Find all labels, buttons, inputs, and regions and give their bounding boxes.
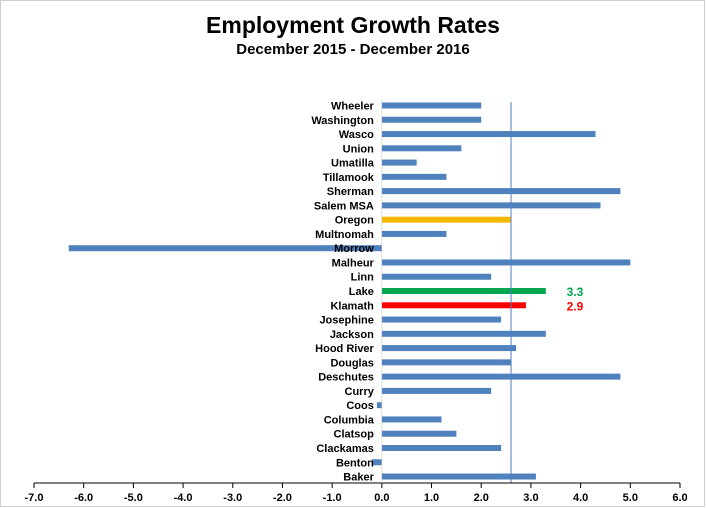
category-label-curry: Curry (345, 386, 375, 398)
x-tick-label: 2.0 (474, 492, 489, 504)
bar-salem-msa (381, 202, 601, 209)
category-label-malheur: Malheur (332, 257, 375, 269)
bar-malheur (381, 259, 631, 266)
category-label-tillamook: Tillamook (323, 172, 375, 184)
x-tick-label: 5.0 (623, 492, 638, 504)
bar-baker (381, 473, 536, 480)
x-tick-label: -7.0 (25, 492, 44, 504)
category-label-klamath: Klamath (330, 300, 374, 312)
category-label-sherman: Sherman (327, 186, 374, 198)
category-label-union: Union (343, 143, 374, 155)
category-label-baker: Baker (343, 472, 374, 484)
category-label-washington: Washington (311, 115, 374, 127)
category-label-morrow: Morrow (334, 243, 374, 255)
bar-benton (371, 459, 382, 466)
x-tick-label: -5.0 (124, 492, 143, 504)
category-label-lake: Lake (349, 286, 374, 298)
bar-sherman (381, 188, 621, 195)
x-tick-label: 0.0 (374, 492, 389, 504)
x-tick-label: -3.0 (223, 492, 242, 504)
category-label-benton: Benton (336, 457, 374, 469)
bar-klamath (381, 302, 526, 309)
bar-clatsop (381, 430, 457, 437)
bar-oregon (381, 216, 512, 223)
x-tick-label: -6.0 (74, 492, 93, 504)
x-tick-label: 4.0 (573, 492, 588, 504)
category-label-clackamas: Clackamas (316, 443, 374, 455)
category-label-coos: Coos (346, 400, 374, 412)
category-label-deschutes: Deschutes (318, 372, 374, 384)
category-label-linn: Linn (351, 272, 374, 284)
bar-tillamook (381, 173, 447, 180)
category-label-hood-river: Hood River (315, 343, 374, 355)
bar-wheeler (381, 102, 482, 109)
bar-deschutes (381, 373, 621, 380)
bar-multnomah (381, 230, 447, 237)
category-label-wheeler: Wheeler (331, 101, 375, 113)
bar-jackson (381, 330, 546, 337)
bar-josephine (381, 316, 502, 323)
bar-wasco (381, 131, 596, 138)
data-label-klamath: 2.9 (567, 299, 584, 313)
x-tick-label: -1.0 (323, 492, 342, 504)
category-label-salem-msa: Salem MSA (314, 200, 374, 212)
x-tick-label: 3.0 (523, 492, 538, 504)
category-label-multnomah: Multnomah (315, 229, 374, 241)
category-label-umatilla: Umatilla (331, 158, 375, 170)
bar-union (381, 145, 462, 152)
category-label-wasco: Wasco (339, 129, 374, 141)
x-tick-label: -2.0 (273, 492, 292, 504)
data-label-lake: 3.3 (567, 285, 584, 299)
bar-clackamas (381, 444, 502, 451)
bar-hood-river (381, 345, 517, 352)
x-tick-label: 1.0 (424, 492, 439, 504)
bar-umatilla (381, 159, 417, 166)
x-tick-label: 6.0 (672, 492, 687, 504)
category-label-oregon: Oregon (335, 215, 374, 227)
chart-subtitle: December 2015 - December 2016 (236, 41, 470, 58)
bar-curry (381, 387, 492, 394)
bar-coos (376, 402, 382, 409)
category-label-josephine: Josephine (319, 315, 373, 327)
bar-columbia (381, 416, 442, 423)
bar-morrow (68, 245, 382, 252)
bar-linn (381, 273, 492, 280)
chart-title: Employment Growth Rates (206, 12, 500, 38)
x-tick-label: -4.0 (174, 492, 193, 504)
bar-washington (381, 116, 482, 123)
bar-lake (381, 288, 546, 295)
category-label-clatsop: Clatsop (334, 429, 375, 441)
bar-douglas (381, 359, 512, 366)
category-label-douglas: Douglas (330, 357, 373, 369)
category-label-jackson: Jackson (330, 329, 374, 341)
category-label-columbia: Columbia (324, 414, 375, 426)
